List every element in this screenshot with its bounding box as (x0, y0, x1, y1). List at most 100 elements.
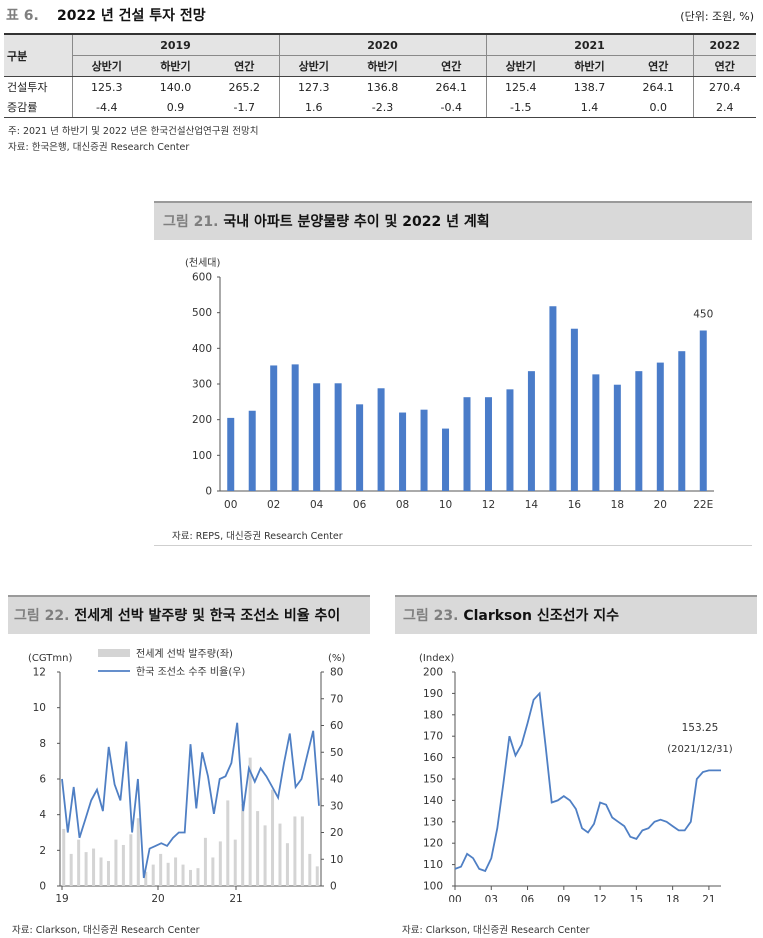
fig22-ylabel-right: (%) (328, 653, 345, 664)
fig22-bar (92, 848, 96, 886)
fig21-bar (484, 397, 492, 491)
fig21-ytick-label: 400 (192, 343, 212, 355)
fig21-bar (313, 383, 321, 491)
fig23-ytick-label: 140 (423, 795, 443, 807)
fig21-bar (377, 388, 385, 491)
table-cell: 0.9 (141, 97, 210, 118)
fig21-bar (248, 410, 256, 491)
fig22-bar (271, 789, 275, 886)
fig22-bar (263, 825, 267, 886)
table-label: 표 6. (6, 8, 39, 24)
fig23-ytick-label: 200 (423, 667, 443, 679)
period-cell: 하반기 (141, 55, 210, 77)
period-cell: 연간 (692, 55, 756, 77)
fig23-xtick-label: 09 (557, 894, 570, 902)
row-header-cell: 구분 (4, 33, 72, 77)
table-cell: 136.8 (366, 80, 399, 94)
fig23-end-value-label: 153.25 (682, 722, 719, 734)
fig21-bar (420, 409, 428, 491)
fig21-ytick-label: 300 (192, 379, 212, 391)
table-title: 2022 년 건설 투자 전망 (57, 8, 206, 24)
fig22-ytick-right: 20 (330, 827, 343, 839)
fig22-bar (136, 818, 140, 886)
fig22-ytick-right: 80 (330, 667, 343, 679)
fig22-bar (293, 816, 297, 886)
period-cell: 연간 (624, 55, 693, 77)
fig21-ytick-label: 500 (192, 307, 212, 319)
fig23-xtick-label: 15 (630, 894, 643, 902)
fig21-header-bar (154, 201, 752, 240)
fig23-label: 그림 23. (403, 608, 459, 624)
table-cell: 125.4 (485, 76, 555, 97)
fig22-bar (99, 857, 103, 886)
fig22-source: 자료: Clarkson, 대신증권 Research Center (12, 925, 200, 936)
table-cell: 140.0 (159, 80, 192, 94)
fig22-bar (174, 857, 178, 886)
fig22-header-bar (8, 595, 370, 634)
table-cell: 264.1 (435, 80, 468, 94)
fig23-xtick-label: 12 (593, 894, 606, 902)
fig21-xtick-label: 02 (267, 499, 280, 511)
fig22-xtick-label: 20 (151, 893, 164, 902)
year-cell: 2021 (485, 33, 693, 56)
table-cell: 138.7 (573, 80, 606, 94)
fig23-xtick-label: 18 (666, 894, 679, 902)
fig21-xtick-label: 00 (224, 499, 237, 511)
fig22-bar (233, 839, 237, 886)
fig22-bar (62, 828, 66, 886)
table-unit: (단위: 조원, %) (680, 10, 754, 23)
fig22-ytick-right: 10 (330, 854, 343, 866)
table-cell: 270.4 (692, 76, 756, 97)
fig23-source: 자료: Clarkson, 대신증권 Research Center (402, 925, 590, 936)
fig22-label: 그림 22. (14, 608, 70, 624)
table-cell: -1.5 (485, 97, 555, 118)
fig22-bar (144, 871, 148, 886)
fig21-bar (635, 371, 643, 491)
fig23-ytick-label: 130 (423, 816, 443, 828)
fig21-bar (227, 417, 235, 491)
fig21-xtick-label: 04 (310, 499, 324, 511)
fig21-xtick-label: 12 (482, 499, 495, 511)
table-cell: 264.1 (642, 80, 675, 94)
fig22-bar (300, 816, 304, 886)
fig23-line-series (454, 691, 721, 873)
fig21-bar (463, 397, 471, 491)
fig22-bar (84, 852, 88, 886)
fig22-title: 그림 22. 전세계 선박 발주량 및 한국 조선소 비율 추이 (14, 605, 340, 625)
period-cell: 연간 (210, 55, 279, 77)
fig21-bar (570, 328, 578, 491)
table-year-row: 구분 2019 2020 2021 2022 (4, 33, 756, 77)
table-cell: 265.2 (228, 80, 261, 94)
fig23-end-date-label: (2021/12/31) (667, 744, 733, 755)
fig22-bar (241, 803, 245, 886)
row-name: 건설투자 (7, 81, 48, 94)
fig21-label: 그림 21. (163, 214, 219, 230)
fig22-bar (315, 866, 319, 886)
table-cell: -2.3 (348, 97, 417, 118)
fig21-xtick-label: 14 (525, 499, 539, 511)
fig22-bar (159, 853, 163, 886)
fig21-bar (291, 364, 299, 491)
fig23-xtick-label: 06 (521, 894, 535, 902)
fig21-bar (678, 351, 686, 491)
fig21-ytick-label: 0 (205, 486, 212, 498)
fig21-title: 그림 21. 국내 아파트 분양물량 추이 및 2022 년 계획 (163, 211, 490, 231)
fig23-ytick-label: 180 (423, 709, 443, 721)
fig22-ytick-right: 30 (330, 800, 343, 812)
fig23-xtick-label: 00 (448, 894, 461, 902)
table-cell: 127.3 (278, 76, 348, 97)
fig22-legend-label: 한국 조선소 수주 비율(우) (136, 666, 245, 678)
table-cell: -4.4 (71, 97, 141, 118)
fig21-ytick-label: 100 (192, 450, 212, 462)
table-cell: 1.4 (555, 97, 624, 118)
table-cell: -1.7 (210, 97, 279, 118)
table-period-row: 상반기 하반기 연간 상반기 하반기 연간 상반기 하반기 연간 연간 (4, 55, 756, 77)
year-cell: 2020 (278, 33, 486, 56)
fig23-ytick-label: 190 (423, 688, 443, 700)
fig21-ytick-label: 600 (192, 272, 212, 284)
table-row: 건설투자 125.3 140.0 265.2 127.3 136.8 264.1… (4, 76, 756, 97)
fig21-source: 자료: REPS, 대신증권 Research Center (172, 531, 343, 542)
fig21-bar (442, 428, 450, 491)
fig22-bar (189, 869, 192, 886)
fig21-bar (506, 389, 514, 491)
